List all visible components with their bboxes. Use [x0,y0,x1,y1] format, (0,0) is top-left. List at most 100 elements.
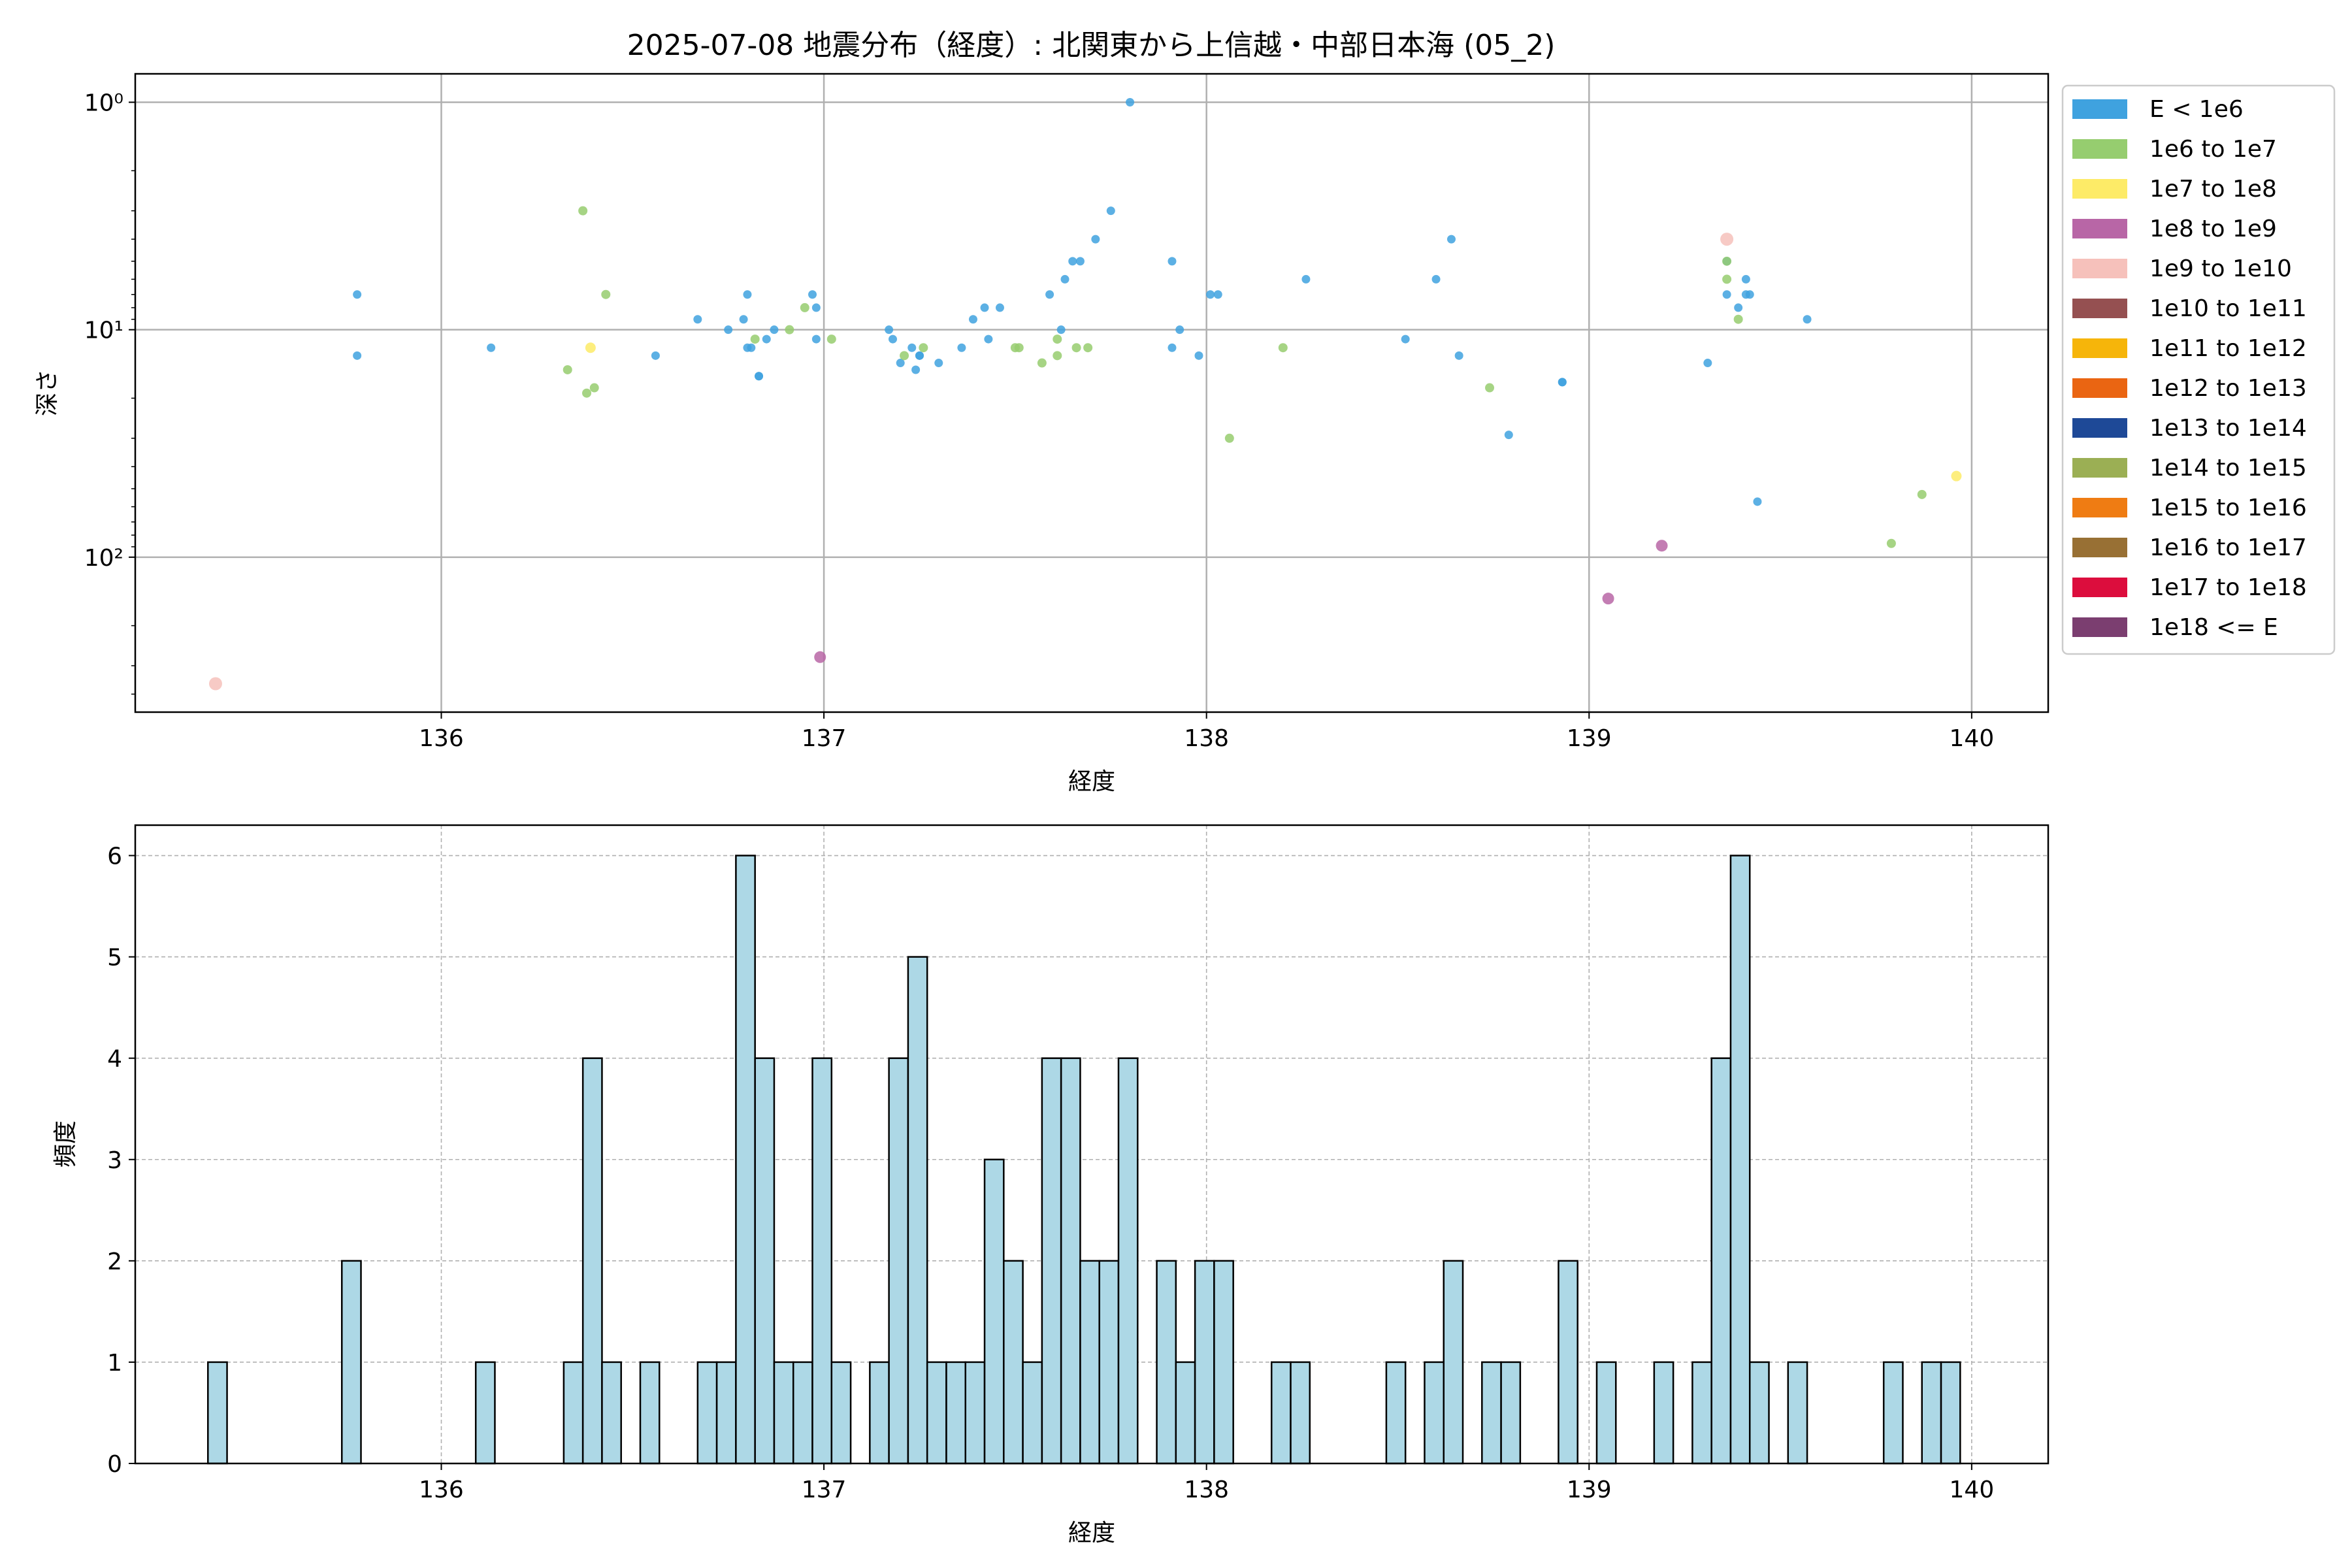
scatter-legend: E < 1e6 1e6 to 1e7 1e7 to 1e8 1e8 to 1e9 1e9… [2061,84,2336,655]
scatter-point [1168,343,1177,352]
histogram-y-axis-label: 頻度 [52,1120,79,1168]
scatter-point [724,325,733,335]
scatter-x-tick-label: 137 [802,725,847,752]
histogram-bar [601,1361,622,1465]
histogram-bar [811,1057,833,1465]
histogram-x-tick-label: 138 [1184,1477,1229,1503]
legend-swatch [2072,219,2127,238]
scatter-point [1734,303,1743,312]
scatter-point [885,325,894,335]
legend-label: 1e7 to 1e8 [2149,176,2277,203]
scatter-point [934,359,943,368]
scatter-point [1485,383,1495,393]
scatter-point [957,343,966,352]
legend-swatch [2072,538,2127,557]
scatter-point [1602,593,1614,605]
scatter-point [651,351,660,360]
histogram-bar [1290,1361,1311,1465]
scatter-point [353,351,362,360]
histogram-bar [1098,1260,1120,1465]
scatter-gridlines [135,74,2048,712]
histogram-bar [1117,1057,1139,1465]
scatter-point [1745,290,1754,299]
histogram-bar [792,1361,813,1465]
scatter-point [1053,335,1062,344]
histogram-bar [715,1361,737,1465]
histogram-bar [1710,1057,1732,1465]
legend-label: 1e9 to 1e10 [2149,255,2292,282]
legend-label: 1e18 <= E [2149,614,2278,641]
scatter-point [1206,290,1215,299]
legend-items: E < 1e6 1e6 to 1e7 1e7 to 1e8 1e8 to 1e9 1e9… [2072,96,2307,641]
scatter-point [811,335,821,344]
histogram-bar [1748,1361,1770,1465]
scatter-point [1733,314,1743,324]
histogram-bar [1060,1057,1081,1465]
scatter-point [582,388,592,398]
scatter-point [1917,489,1927,499]
scatter-point [1224,433,1234,443]
histogram-bar [1921,1361,1942,1465]
histogram-bar [1022,1361,1043,1465]
histogram-y-tick-label: 5 [107,945,122,972]
scatter-point [896,359,905,368]
histogram-y-tick-label: 3 [107,1147,122,1174]
legend-label: 1e15 to 1e16 [2149,495,2307,521]
scatter-x-tick-label: 136 [419,725,464,752]
scatter-point [1703,359,1712,368]
scatter-y-tick-label: 10¹ [84,318,123,344]
legend-label: 1e16 to 1e17 [2149,534,2307,561]
scatter-point [1401,335,1410,344]
scatter-point [1720,233,1734,246]
scatter-point [585,342,596,353]
histogram-bar [964,1361,986,1465]
histogram-bar [474,1361,496,1465]
scatter-point [1213,290,1222,299]
scatter-point [814,651,826,663]
scatter-point [919,343,928,353]
scatter-point [747,343,756,352]
legend-swatch [2072,299,2127,318]
scatter-point [743,290,752,299]
histogram-bar [563,1361,584,1465]
histogram-x-axis-label: 経度 [1068,1520,1115,1546]
scatter-point [1071,343,1081,353]
scatter-point [770,325,779,335]
legend-label: 1e8 to 1e9 [2149,216,2277,242]
histogram-y-tick-label: 6 [107,843,122,870]
histogram-bar [735,855,756,1465]
histogram-bar [1175,1361,1196,1465]
scatter-point [1431,274,1441,284]
histogram-y-tick-label: 1 [107,1350,122,1377]
scatter-point [888,335,897,344]
scatter-point [1886,538,1896,548]
scatter-point [811,303,821,312]
scatter-point [968,315,977,324]
scatter-points [208,97,1962,691]
scatter-point [995,303,1004,312]
scatter-point [826,335,836,344]
scatter-point [1106,206,1115,216]
legend-label: 1e6 to 1e7 [2149,136,2277,163]
histogram-bar [1003,1260,1024,1465]
histogram-bar [581,1057,603,1465]
legend-swatch [2072,378,2127,398]
histogram-bar [1882,1361,1904,1465]
histogram-panel: 136 137 138 139 140 0 1 2 3 4 5 6 経度 頻度 [52,824,2050,1546]
histogram-y-tick-label: 4 [107,1046,122,1073]
histogram-bar [1691,1361,1712,1465]
scatter-point [1446,235,1456,244]
scatter-ticks: 136 137 138 139 140 10⁰ 10¹ 10² [84,90,1994,752]
scatter-point [1722,256,1732,266]
scatter-point [1454,351,1463,360]
scatter-y-axis-label: 深さ [34,369,61,416]
legend-swatch [2072,458,2127,478]
scatter-point [907,343,917,352]
histogram-bars [207,855,1961,1465]
legend-swatch [2072,578,2127,597]
scatter-point [353,290,362,299]
scatter-point [755,372,764,381]
legend-frame [2061,84,2336,655]
histogram-ticks: 136 137 138 139 140 0 1 2 3 4 5 6 [107,843,1994,1503]
scatter-point [1194,351,1203,360]
